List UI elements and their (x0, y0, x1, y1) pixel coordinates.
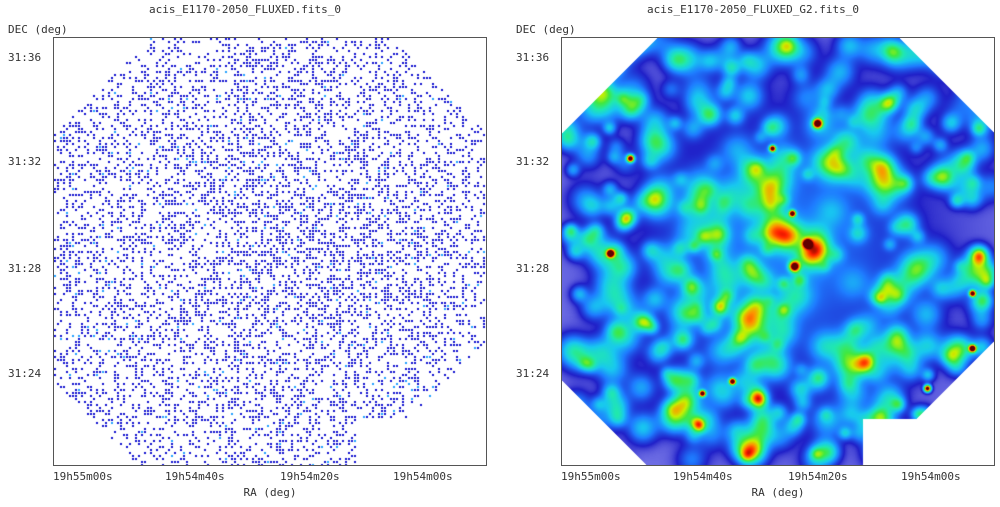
x-tick-label: 19h54m00s (393, 470, 453, 483)
smoothed-image (562, 38, 994, 465)
y-axis-label: DEC (deg) (516, 23, 576, 36)
y-tick-label: 31:32 (516, 155, 550, 168)
y-tick-label: 31:24 (516, 367, 550, 380)
image-viewport[interactable] (561, 37, 995, 466)
y-axis-label: DEC (deg) (8, 23, 68, 36)
x-tick-label: 19h55m00s (561, 470, 621, 483)
panel-title: acis_E1170-2050_FLUXED.fits_0 (148, 3, 342, 16)
y-tick-label: 31:36 (516, 51, 550, 64)
image-viewport[interactable] (53, 37, 487, 466)
y-tick-label: 31:36 (8, 51, 42, 64)
x-tick-label: 19h54m40s (673, 470, 733, 483)
y-tick-label: 31:28 (516, 262, 550, 275)
x-tick-label: 19h54m20s (788, 470, 848, 483)
x-axis-label: RA (deg) (243, 486, 297, 499)
panel-title: acis_E1170-2050_FLUXED_G2.fits_0 (647, 3, 859, 16)
y-tick-label: 31:32 (8, 155, 42, 168)
x-tick-label: 19h55m00s (53, 470, 113, 483)
x-tick-label: 19h54m00s (901, 470, 961, 483)
y-tick-label: 31:24 (8, 367, 42, 380)
smoothed-image-panel: acis_E1170-2050_FLUXED_G2.fits_0 DEC (de… (508, 0, 998, 507)
x-tick-label: 19h54m40s (165, 470, 225, 483)
x-tick-label: 19h54m20s (280, 470, 340, 483)
raw-image-panel: acis_E1170-2050_FLUXED.fits_0 DEC (deg) … (0, 0, 490, 507)
y-tick-label: 31:28 (8, 262, 42, 275)
raw-counts-image (54, 38, 486, 465)
x-axis-label: RA (deg) (751, 486, 805, 499)
